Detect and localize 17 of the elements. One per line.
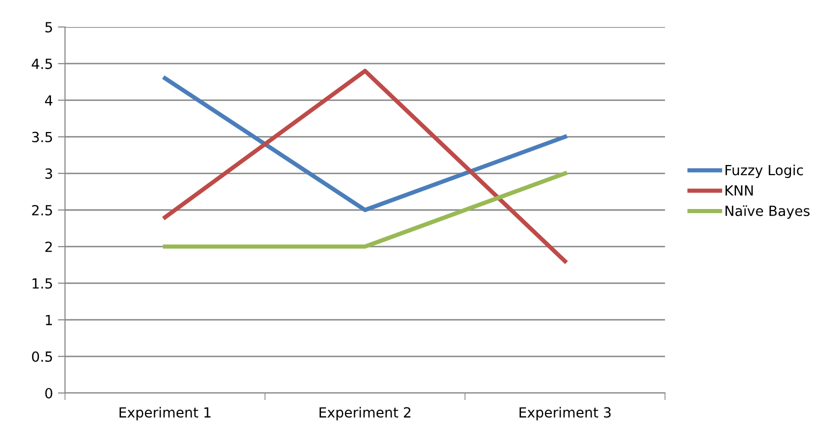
y-tick-label: 1: [46, 314, 52, 326]
y-tick-label: 4.5: [32, 58, 52, 70]
x-tick-label: Experiment 2: [320, 406, 410, 420]
y-tick-label: 0: [45, 388, 52, 398]
legend-label: KNN: [726, 185, 753, 196]
y-tick-label: 4: [45, 95, 52, 106]
legend-label: Naïve Bayes: [726, 205, 810, 219]
y-tick-label: 2.5: [32, 204, 52, 216]
y-tick-label: 1.5: [32, 278, 52, 289]
legend-label: Fuzzy Logic: [726, 164, 803, 178]
y-tick-label: 3: [45, 168, 52, 179]
y-tick-label: 2: [45, 242, 52, 252]
y-tick-label: 0.5: [32, 351, 52, 362]
y-tick-label: 5: [45, 22, 52, 32]
x-tick-label: Experiment 1: [120, 406, 210, 420]
x-tick-label: Experiment 3: [520, 406, 611, 420]
y-tick-label: 3.5: [32, 132, 52, 142]
